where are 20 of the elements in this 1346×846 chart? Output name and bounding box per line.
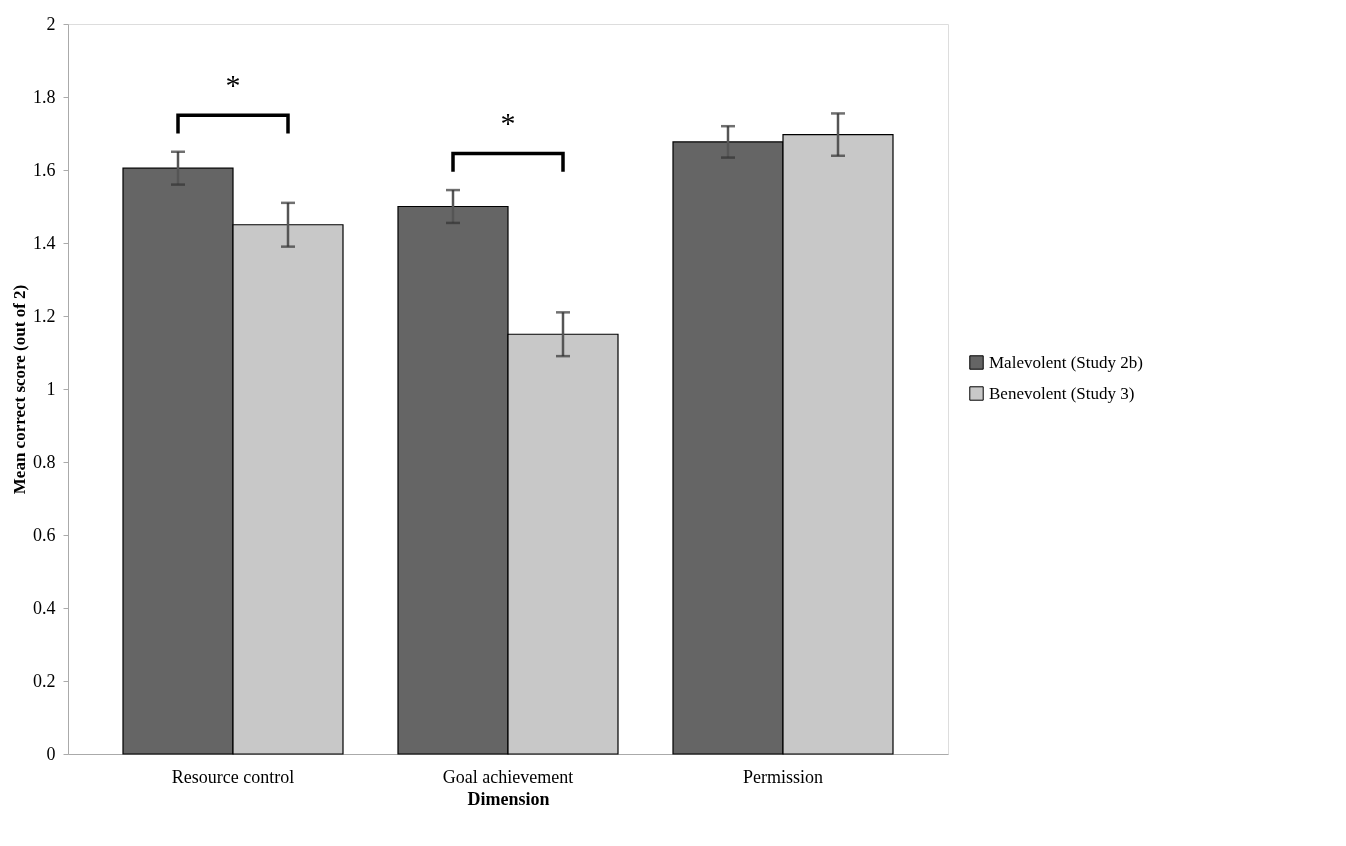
x-axis-title: Dimension — [467, 788, 550, 809]
y-tick-label: 1 — [46, 378, 56, 399]
y-tick-label: 1.2 — [33, 305, 56, 326]
y-tick-label: 0 — [46, 743, 56, 764]
y-tick-label: 1.4 — [33, 232, 56, 253]
y-tick-label: 0.6 — [33, 524, 56, 545]
legend-label: Malevolent (Study 2b) — [989, 352, 1143, 372]
y-tick-label: 0.4 — [33, 597, 56, 618]
annotation: * — [225, 68, 241, 102]
y-tick-label: 2 — [46, 13, 56, 34]
x-tick-label: Resource control — [171, 766, 295, 787]
y-tick-label: 0.2 — [33, 670, 56, 691]
y-tick-label: 0.8 — [33, 451, 56, 472]
x-tick-label: Goal achievement — [442, 766, 574, 787]
y-tick-label: 1.8 — [33, 86, 56, 107]
legend-label: Benevolent (Study 3) — [989, 383, 1135, 403]
y-axis-title: Mean correct score (out of 2) — [10, 284, 29, 495]
y-tick-label: 1.6 — [33, 159, 56, 180]
annotation: * — [500, 106, 516, 140]
x-tick-label: Permission — [742, 766, 824, 787]
